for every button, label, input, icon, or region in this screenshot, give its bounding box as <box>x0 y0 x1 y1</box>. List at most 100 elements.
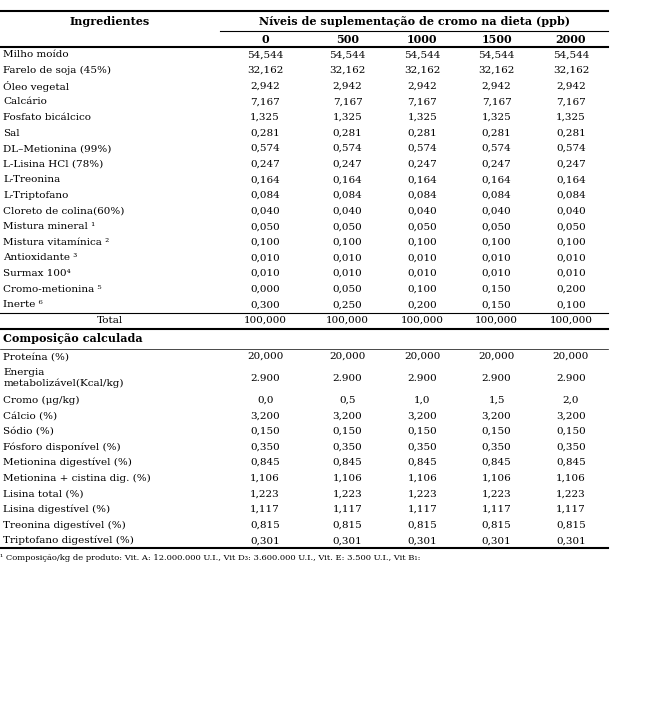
Text: 2.900: 2.900 <box>408 374 437 383</box>
Text: 1,325: 1,325 <box>556 113 586 122</box>
Text: 1,117: 1,117 <box>250 505 280 514</box>
Text: 0,301: 0,301 <box>408 537 437 545</box>
Text: 7,167: 7,167 <box>408 97 437 106</box>
Text: Fósforo disponível (%): Fósforo disponível (%) <box>3 442 121 452</box>
Text: 0,084: 0,084 <box>333 191 362 200</box>
Text: 32,162: 32,162 <box>553 66 589 75</box>
Text: Cromo (μg/kg): Cromo (μg/kg) <box>3 396 80 405</box>
Text: 0,010: 0,010 <box>333 253 362 262</box>
Text: 2.900: 2.900 <box>250 374 280 383</box>
Text: 1,223: 1,223 <box>333 489 362 498</box>
Text: Milho moído: Milho moído <box>3 51 69 60</box>
Text: 3,200: 3,200 <box>556 412 586 420</box>
Text: Calcário: Calcário <box>3 97 47 106</box>
Text: 0,815: 0,815 <box>250 521 280 529</box>
Text: Lisina total (%): Lisina total (%) <box>3 489 84 498</box>
Text: 0,250: 0,250 <box>333 301 362 309</box>
Text: 0,050: 0,050 <box>556 222 586 231</box>
Text: 0,150: 0,150 <box>482 301 512 309</box>
Text: 1,325: 1,325 <box>250 113 280 122</box>
Text: 7,167: 7,167 <box>482 97 512 106</box>
Text: 0,247: 0,247 <box>333 160 362 168</box>
Text: 3,200: 3,200 <box>408 412 437 420</box>
Text: 0,574: 0,574 <box>250 144 280 153</box>
Text: 0,050: 0,050 <box>482 222 512 231</box>
Text: 0,281: 0,281 <box>556 129 586 137</box>
Text: 500: 500 <box>336 33 359 45</box>
Text: 0,247: 0,247 <box>482 160 512 168</box>
Text: 0,164: 0,164 <box>556 176 586 184</box>
Text: 0,100: 0,100 <box>408 238 437 247</box>
Text: 2.900: 2.900 <box>333 374 362 383</box>
Text: 0,050: 0,050 <box>250 222 280 231</box>
Text: 1,117: 1,117 <box>333 505 362 514</box>
Text: 1,325: 1,325 <box>408 113 437 122</box>
Text: 1,325: 1,325 <box>333 113 362 122</box>
Text: 0,010: 0,010 <box>250 253 280 262</box>
Text: 0,815: 0,815 <box>482 521 512 529</box>
Text: Surmax 100⁴: Surmax 100⁴ <box>3 269 71 278</box>
Text: 0,350: 0,350 <box>333 443 362 452</box>
Text: 7,167: 7,167 <box>250 97 280 106</box>
Text: 100,000: 100,000 <box>401 316 444 325</box>
Text: 1,0: 1,0 <box>414 396 430 404</box>
Text: 0,164: 0,164 <box>250 176 280 184</box>
Text: 0,164: 0,164 <box>333 176 362 184</box>
Text: 0,247: 0,247 <box>556 160 586 168</box>
Text: 0,301: 0,301 <box>333 537 362 545</box>
Text: Fosfato bicálcico: Fosfato bicálcico <box>3 113 91 122</box>
Text: 0,010: 0,010 <box>556 253 586 262</box>
Text: 0,150: 0,150 <box>250 427 280 436</box>
Text: 3,200: 3,200 <box>482 412 512 420</box>
Text: 3,200: 3,200 <box>333 412 362 420</box>
Text: Treonina digestível (%): Treonina digestível (%) <box>3 521 126 530</box>
Text: 0,050: 0,050 <box>333 222 362 231</box>
Text: 0,084: 0,084 <box>250 191 280 200</box>
Text: 0,5: 0,5 <box>340 396 356 404</box>
Text: 0,845: 0,845 <box>408 458 437 467</box>
Text: 32,162: 32,162 <box>329 66 366 75</box>
Text: 1,223: 1,223 <box>250 489 280 498</box>
Text: Óleo vegetal: Óleo vegetal <box>3 81 69 91</box>
Text: 54,544: 54,544 <box>329 51 366 60</box>
Text: 100,000: 100,000 <box>475 316 518 325</box>
Text: 0,040: 0,040 <box>556 207 586 216</box>
Text: 0,100: 0,100 <box>250 238 280 247</box>
Text: 20,000: 20,000 <box>553 352 589 361</box>
Text: 0,815: 0,815 <box>408 521 437 529</box>
Text: 0,0: 0,0 <box>257 396 273 404</box>
Text: 20,000: 20,000 <box>478 352 515 361</box>
Text: 0,845: 0,845 <box>556 458 586 467</box>
Text: 0,100: 0,100 <box>408 285 437 293</box>
Text: 0,574: 0,574 <box>482 144 512 153</box>
Text: 2,942: 2,942 <box>250 82 280 91</box>
Text: 2000: 2000 <box>556 33 586 45</box>
Text: 2,942: 2,942 <box>482 82 512 91</box>
Text: 2,0: 2,0 <box>563 396 579 404</box>
Text: Níveis de suplementação de cromo na dieta (ppb): Níveis de suplementação de cromo na diet… <box>259 15 570 27</box>
Text: 7,167: 7,167 <box>333 97 362 106</box>
Text: Mistura mineral ¹: Mistura mineral ¹ <box>3 222 95 231</box>
Text: Ingredientes: Ingredientes <box>70 15 150 27</box>
Text: 0,574: 0,574 <box>556 144 586 153</box>
Text: Inerte ⁶: Inerte ⁶ <box>3 301 43 309</box>
Text: 1,106: 1,106 <box>556 474 586 483</box>
Text: 0,247: 0,247 <box>408 160 437 168</box>
Text: 0,845: 0,845 <box>250 458 280 467</box>
Text: L-Lisina HCl (78%): L-Lisina HCl (78%) <box>3 160 103 168</box>
Text: 0,281: 0,281 <box>408 129 437 137</box>
Text: 0,281: 0,281 <box>482 129 512 137</box>
Text: Cromo-metionina ⁵: Cromo-metionina ⁵ <box>3 285 102 293</box>
Text: Lisina digestível (%): Lisina digestível (%) <box>3 505 111 514</box>
Text: 3,200: 3,200 <box>250 412 280 420</box>
Text: 2,942: 2,942 <box>333 82 362 91</box>
Text: 0,815: 0,815 <box>333 521 362 529</box>
Text: 0,301: 0,301 <box>482 537 512 545</box>
Text: 0,281: 0,281 <box>333 129 362 137</box>
Text: 0,301: 0,301 <box>556 537 586 545</box>
Text: Total: Total <box>97 316 123 325</box>
Text: Farelo de soja (45%): Farelo de soja (45%) <box>3 66 111 76</box>
Text: 0,084: 0,084 <box>482 191 512 200</box>
Text: Mistura vitamínica ²: Mistura vitamínica ² <box>3 238 109 247</box>
Text: 0,350: 0,350 <box>482 443 512 452</box>
